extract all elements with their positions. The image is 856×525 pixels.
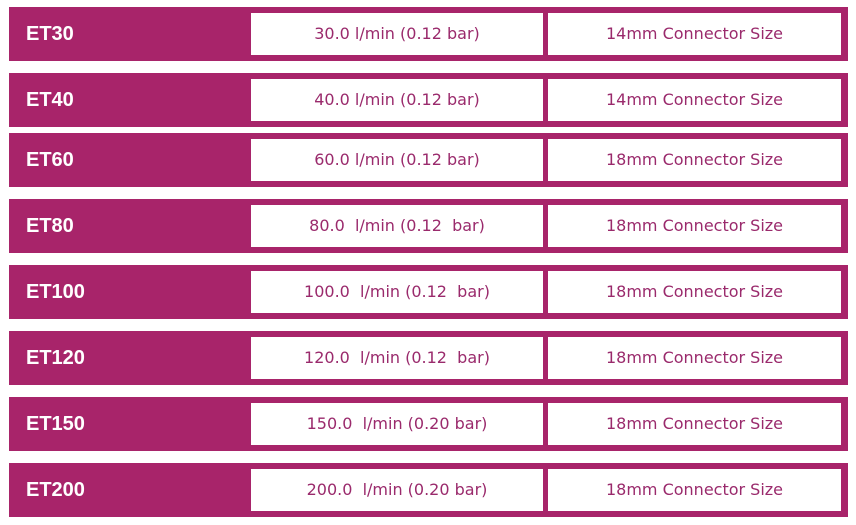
table-row: ET40 40.0 l/min (0.12 bar) 14mm Connecto… <box>9 73 848 127</box>
table-row: ET100 100.0 l/min (0.12 bar) 18mm Connec… <box>9 265 848 319</box>
flow-rate-cell: 30.0 l/min (0.12 bar) <box>251 13 543 55</box>
model-name: ET80 <box>26 215 74 237</box>
connector-size-cell: 18mm Connector Size <box>548 337 841 379</box>
model-name: ET120 <box>26 347 85 369</box>
connector-size-cell: 18mm Connector Size <box>548 403 841 445</box>
table-row: ET150 150.0 l/min (0.20 bar) 18mm Connec… <box>9 397 848 451</box>
connector-size-cell: 18mm Connector Size <box>548 139 841 181</box>
table-row: ET200 200.0 l/min (0.20 bar) 18mm Connec… <box>9 463 848 517</box>
model-name: ET40 <box>26 89 74 111</box>
connector-size-cell: 18mm Connector Size <box>548 469 841 511</box>
model-name: ET60 <box>26 149 74 171</box>
flow-rate-cell: 150.0 l/min (0.20 bar) <box>251 403 543 445</box>
model-name: ET150 <box>26 413 85 435</box>
model-name: ET100 <box>26 281 85 303</box>
model-name: ET200 <box>26 479 85 501</box>
connector-size-cell: 18mm Connector Size <box>548 205 841 247</box>
connector-size-cell: 14mm Connector Size <box>548 13 841 55</box>
flow-rate-cell: 40.0 l/min (0.12 bar) <box>251 79 543 121</box>
flow-rate-cell: 100.0 l/min (0.12 bar) <box>251 271 543 313</box>
table-row: ET80 80.0 l/min (0.12 bar) 18mm Connecto… <box>9 199 848 253</box>
table-row: ET30 30.0 l/min (0.12 bar) 14mm Connecto… <box>9 7 848 61</box>
connector-size-cell: 18mm Connector Size <box>548 271 841 313</box>
connector-size-cell: 14mm Connector Size <box>548 79 841 121</box>
flow-rate-cell: 200.0 l/min (0.20 bar) <box>251 469 543 511</box>
table-row: ET60 60.0 l/min (0.12 bar) 18mm Connecto… <box>9 133 848 187</box>
model-name: ET30 <box>26 23 74 45</box>
table-row: ET120 120.0 l/min (0.12 bar) 18mm Connec… <box>9 331 848 385</box>
flow-rate-cell: 80.0 l/min (0.12 bar) <box>251 205 543 247</box>
flow-rate-cell: 120.0 l/min (0.12 bar) <box>251 337 543 379</box>
flow-rate-cell: 60.0 l/min (0.12 bar) <box>251 139 543 181</box>
